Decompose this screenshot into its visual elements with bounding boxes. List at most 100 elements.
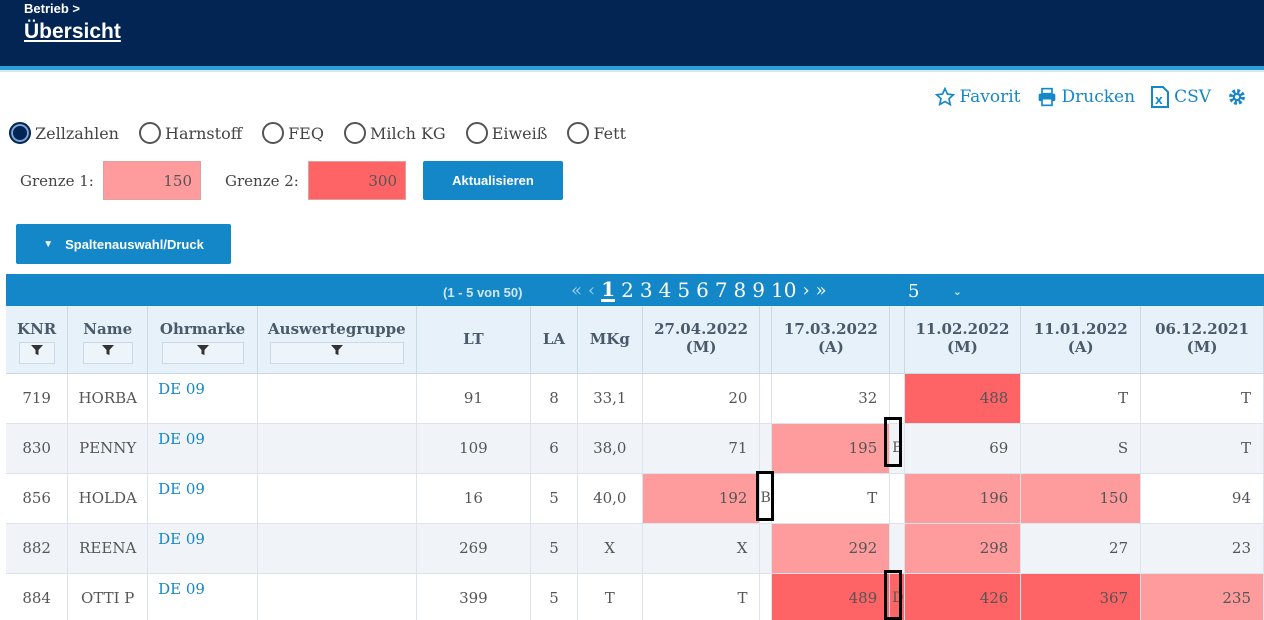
col-name[interactable]: Name [67, 306, 149, 374]
radio-dot[interactable] [343, 122, 366, 144]
col-auswertegruppe[interactable]: Auswertegruppe [257, 306, 417, 374]
cell-name: PENNY [67, 423, 149, 474]
cell-la: 5 [530, 473, 578, 524]
col-label: KNR [17, 320, 57, 338]
next-page-icon[interactable]: › [802, 279, 810, 301]
first-page-icon[interactable]: « [571, 279, 583, 301]
cell-gruppe [257, 423, 417, 474]
radio-eiweiss[interactable]: Eiweiß [465, 122, 548, 144]
page-link-4[interactable]: 4 [658, 278, 672, 302]
col-knr[interactable]: KNR [6, 306, 69, 374]
cell-ohrmarke-link[interactable]: DE 09 [147, 523, 258, 574]
cell-d4: 27 [1020, 523, 1142, 574]
cell-ohrmarke-link[interactable]: DE 09 [147, 473, 258, 524]
radio-label: Eiweiß [491, 123, 548, 143]
breadcrumb[interactable]: Betrieb > [24, 1, 80, 16]
page-size-value: 5 [908, 280, 920, 302]
filter-icon[interactable] [18, 342, 55, 364]
radio-dot[interactable] [465, 122, 488, 144]
col-la[interactable]: LA [530, 306, 578, 374]
radio-harnstoff[interactable]: Harnstoff [138, 122, 242, 144]
prev-page-icon[interactable]: ‹ [588, 279, 596, 301]
cell-mkg: 33,1 [577, 373, 643, 424]
page-link-10[interactable]: 10 [771, 278, 797, 302]
date-sub: (M) [1186, 338, 1218, 356]
col-date-5[interactable]: 06.12.2021 (M) [1140, 306, 1264, 374]
radio-fett[interactable]: Fett [567, 122, 626, 144]
cell-d1: 192 [642, 473, 761, 524]
col-lt[interactable]: LT [416, 306, 532, 374]
page-link-6[interactable]: 6 [696, 278, 709, 302]
excel-file-icon: X [1151, 86, 1170, 108]
filter-icon[interactable] [161, 342, 244, 364]
cell-d4: 367 [1020, 573, 1142, 620]
cell-gruppe [257, 373, 417, 424]
cell-name: HOLDA [67, 473, 149, 524]
favorite-button[interactable]: Favorit [934, 87, 1021, 107]
cell-ohrmarke-link[interactable]: DE 09 [147, 573, 258, 620]
cell-mkg: 38,0 [577, 423, 643, 474]
highlight-box [884, 569, 903, 620]
table-row[interactable]: 830 PENNY DE 09 109 6 38,0 71 195 B 69 S… [6, 416, 1264, 474]
radio-feq[interactable]: FEQ [262, 122, 324, 144]
column-select-button[interactable]: ▼ Spaltenauswahl/Druck [16, 224, 231, 264]
table-row[interactable]: 719 HORBA DE 09 91 8 33,1 20 32 488 T T [6, 373, 1264, 424]
column-select-label: Spaltenauswahl/Druck [65, 236, 204, 252]
table-row[interactable]: 884 OTTI P DE 09 399 5 T T 489 D 426 367… [6, 569, 1264, 620]
csv-button[interactable]: X CSV [1151, 86, 1211, 108]
col-date-4[interactable]: 11.01.2022 (A) [1020, 306, 1142, 374]
cell-d1: 71 [642, 423, 761, 474]
last-page-icon[interactable]: » [815, 279, 827, 301]
settings-button[interactable] [1227, 87, 1252, 107]
radio-dot[interactable] [567, 122, 590, 144]
flag-text: B [892, 440, 903, 456]
favorite-label: Favorit [959, 87, 1021, 107]
table-row[interactable]: 882 REENA DE 09 269 5 X X 292 298 27 23 [6, 523, 1264, 574]
update-button[interactable]: Aktualisieren [423, 161, 563, 200]
header-divider [0, 66, 1264, 70]
page-size-select[interactable]: 5 ⌄ [904, 279, 966, 303]
limit2-input[interactable]: 300 [308, 161, 406, 200]
cell-d1: T [642, 573, 761, 620]
cell-ohrmarke-link[interactable]: DE 09 [147, 423, 258, 474]
col-flag-2 [889, 306, 905, 374]
star-icon [934, 87, 955, 107]
cell-ohrmarke-link[interactable]: DE 09 [147, 373, 258, 424]
cell-knr: 856 [6, 473, 69, 524]
page-link-8[interactable]: 8 [733, 278, 747, 302]
cell-la: 5 [530, 523, 578, 574]
limit1-label: Grenze 1: [20, 172, 94, 190]
page-link-1[interactable]: 1 [601, 276, 616, 302]
col-date-3[interactable]: 11.02.2022 (M) [904, 306, 1022, 374]
col-date-1[interactable]: 27.04.2022 (M) [642, 306, 761, 374]
page-link-9[interactable]: 9 [752, 278, 766, 302]
flag-text: B [760, 490, 771, 506]
filter-icon[interactable] [82, 342, 133, 364]
page-link-3[interactable]: 3 [639, 278, 653, 302]
print-button[interactable]: Drucken [1037, 87, 1135, 107]
page-link-5[interactable]: 5 [677, 278, 691, 302]
page-link-2[interactable]: 2 [621, 278, 634, 302]
table-row[interactable]: 856 HOLDA DE 09 16 5 40,0 192 B T 196 15… [6, 470, 1264, 524]
page-link-7[interactable]: 7 [714, 278, 728, 302]
cell-d2: 32 [771, 373, 891, 424]
highlight-box [756, 470, 775, 521]
cell-d5: 94 [1140, 473, 1264, 524]
page-title[interactable]: Übersicht [24, 20, 121, 43]
csv-label: CSV [1174, 87, 1211, 107]
filter-icon[interactable] [269, 342, 404, 364]
cell-d5: T [1140, 423, 1264, 474]
radio-dot[interactable] [138, 122, 161, 144]
radio-dot-checked[interactable] [9, 122, 31, 144]
cell-knr: 830 [6, 423, 69, 474]
col-ohrmarke[interactable]: Ohrmarke [147, 306, 258, 374]
radio-zellzahlen[interactable]: Zellzahlen [9, 122, 119, 144]
col-date-2[interactable]: 17.03.2022 (A) [771, 306, 891, 374]
col-label: Ohrmarke [159, 320, 246, 338]
cell-knr: 884 [6, 573, 69, 620]
radio-dot[interactable] [262, 122, 285, 144]
radio-milch-kg[interactable]: Milch KG [343, 122, 446, 144]
col-mkg[interactable]: MKg [577, 306, 643, 374]
limit1-input[interactable]: 150 [103, 161, 201, 200]
col-flag-1 [759, 306, 773, 374]
